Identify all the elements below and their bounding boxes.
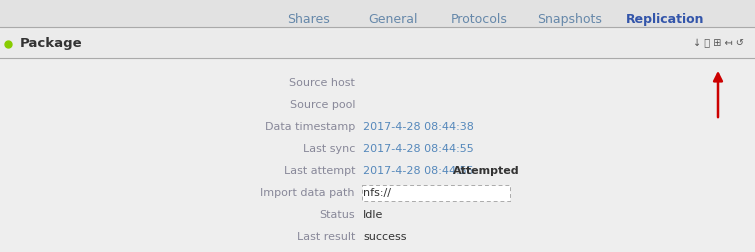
Text: Idle: Idle: [363, 210, 384, 220]
Text: Replication: Replication: [626, 13, 704, 26]
Text: Import data path: Import data path: [260, 188, 355, 198]
Text: success: success: [363, 232, 406, 242]
Text: 2017-4-28 08:44:55: 2017-4-28 08:44:55: [363, 144, 473, 154]
Text: Status: Status: [319, 210, 355, 220]
Text: Last sync: Last sync: [303, 144, 355, 154]
Text: Protocols: Protocols: [451, 13, 507, 26]
Text: Snapshots: Snapshots: [538, 13, 602, 26]
Text: 2017-4-28 08:44:38: 2017-4-28 08:44:38: [363, 122, 474, 132]
Text: ↓ ⏻ ⊞ ↤ ↺: ↓ ⏻ ⊞ ↤ ↺: [692, 38, 744, 48]
Bar: [0, 30, 755, 58]
Text: Package: Package: [20, 38, 82, 50]
Text: General: General: [368, 13, 418, 26]
Bar: [0, 0, 755, 27]
Text: Last result: Last result: [297, 232, 355, 242]
Text: Shares: Shares: [287, 13, 329, 26]
Text: 2017-4-28 08:44:55: 2017-4-28 08:44:55: [363, 166, 477, 176]
Text: Source host: Source host: [289, 78, 355, 88]
Text: nfs://: nfs://: [363, 188, 391, 198]
Text: Source pool: Source pool: [289, 100, 355, 110]
Text: Data timestamp: Data timestamp: [265, 122, 355, 132]
Text: Last attempt: Last attempt: [283, 166, 355, 176]
Bar: [362, 185, 510, 201]
Text: Attempted: Attempted: [453, 166, 520, 176]
